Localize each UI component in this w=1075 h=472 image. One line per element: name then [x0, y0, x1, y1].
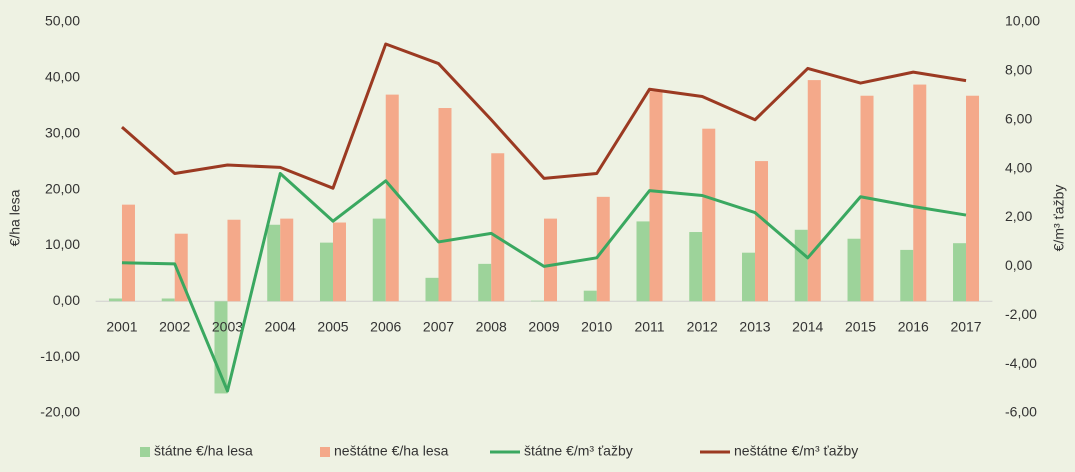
- legend-swatch: [320, 447, 330, 457]
- y2-tick-label: 6,00: [1005, 110, 1032, 126]
- x-tick-label: 2014: [792, 319, 823, 335]
- bar: [227, 219, 241, 302]
- x-tick-label: 2011: [634, 319, 664, 335]
- line-series: [121, 172, 967, 393]
- bar: [491, 153, 505, 302]
- bar: [385, 94, 399, 302]
- bar: [900, 249, 914, 302]
- y-tick-label: 30,00: [45, 124, 80, 140]
- bar: [913, 84, 927, 302]
- legend-label: štátne €/ha lesa: [154, 443, 253, 459]
- y2-tick-label: 0,00: [1005, 257, 1032, 273]
- x-tick-label: 2004: [265, 319, 296, 335]
- bar: [531, 300, 544, 302]
- x-tick-label: 2013: [739, 319, 770, 335]
- legend-swatch: [140, 447, 150, 457]
- bar: [544, 218, 557, 302]
- x-tick-label: 2016: [898, 319, 929, 335]
- x-tick-label: 2007: [423, 319, 454, 335]
- y-tick-label: 0,00: [53, 292, 80, 308]
- legend-label: štátne €/m³ ťažby: [524, 443, 633, 459]
- bar: [214, 301, 228, 394]
- bar: [649, 91, 663, 302]
- y-tick-label: 20,00: [45, 180, 80, 196]
- x-tick-label: 2017: [950, 319, 981, 335]
- legend-label: neštátne €/m³ ťažby: [734, 443, 858, 459]
- y2-axis-title: €/m³ ťažby: [1051, 185, 1067, 252]
- y2-tick-label: 4,00: [1005, 159, 1032, 175]
- bar: [794, 229, 808, 302]
- x-tick-label: 2005: [317, 319, 348, 335]
- bar: [702, 128, 716, 302]
- x-tick-label: 2001: [106, 319, 137, 335]
- x-tick-label: 2008: [476, 319, 507, 335]
- bar: [267, 224, 281, 302]
- bar: [108, 298, 122, 302]
- x-tick-label: 2015: [845, 319, 876, 335]
- bar: [583, 290, 597, 302]
- y-tick-label: -20,00: [40, 404, 80, 420]
- y-tick-label: -10,00: [40, 348, 80, 364]
- bar: [425, 277, 439, 302]
- bar: [161, 298, 175, 302]
- bar: [438, 108, 452, 302]
- y2-tick-label: 2,00: [1005, 208, 1032, 224]
- y2-tick-label: -2,00: [1005, 306, 1037, 322]
- x-tick-label: 2012: [687, 319, 718, 335]
- bar: [847, 238, 861, 302]
- legend-label: neštátne €/ha lesa: [334, 443, 449, 459]
- bar: [478, 263, 492, 302]
- x-tick-label: 2009: [528, 319, 559, 335]
- bar: [319, 242, 333, 302]
- bar: [636, 221, 650, 302]
- bar: [742, 252, 756, 302]
- y-tick-label: 50,00: [45, 13, 80, 29]
- bar: [280, 218, 294, 302]
- bar: [689, 232, 703, 302]
- x-tick-label: 2010: [581, 319, 612, 335]
- line-series: [120, 42, 967, 190]
- y2-tick-label: -4,00: [1005, 355, 1037, 371]
- x-tick-label: 2003: [212, 319, 243, 335]
- bar: [966, 95, 980, 302]
- y2-tick-label: 8,00: [1005, 62, 1032, 78]
- bar: [807, 80, 821, 302]
- y-tick-label: 40,00: [45, 69, 80, 85]
- x-tick-label: 2006: [370, 319, 401, 335]
- y-axis-title: €/ha lesa: [7, 189, 23, 246]
- bar: [755, 161, 769, 302]
- x-tick-label: 2002: [159, 319, 190, 335]
- y2-tick-label: 10,00: [1005, 13, 1040, 29]
- bar: [332, 222, 346, 302]
- y-tick-label: 10,00: [45, 236, 80, 252]
- bar: [372, 218, 386, 302]
- bar: [121, 204, 135, 302]
- bar: [953, 243, 967, 302]
- y2-tick-label: -6,00: [1005, 404, 1037, 420]
